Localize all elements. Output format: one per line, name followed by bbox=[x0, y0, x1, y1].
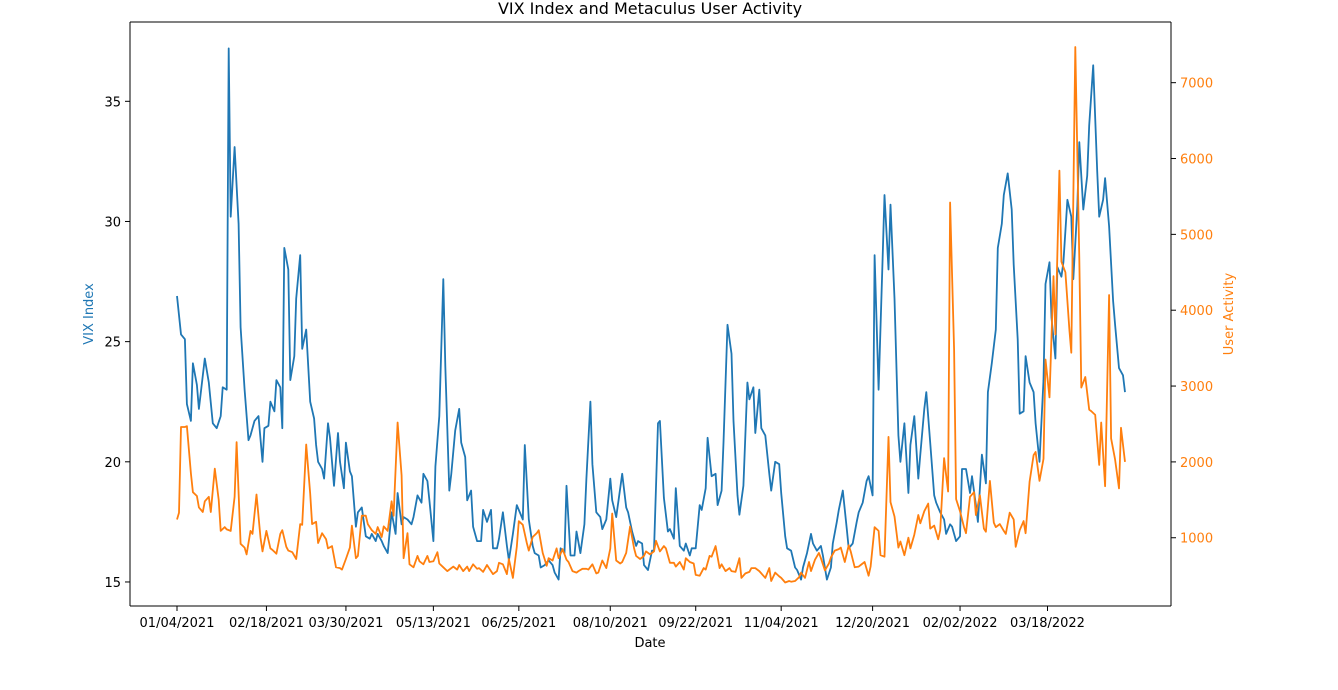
left-y-tick-label: 20 bbox=[104, 456, 121, 471]
right-y-tick-label: 4000 bbox=[1180, 304, 1213, 319]
x-tick-label: 11/04/2021 bbox=[744, 616, 819, 631]
x-tick-label: 08/10/2021 bbox=[573, 616, 648, 631]
right-y-axis: 1000 2000 3000 4000 5000 6000 7000 bbox=[1171, 77, 1213, 547]
x-tick-label: 05/13/2021 bbox=[396, 616, 471, 631]
right-y-tick-label: 5000 bbox=[1180, 228, 1213, 243]
left-y-tick-label: 35 bbox=[104, 95, 121, 110]
left-y-axis: 15 20 25 30 35 bbox=[104, 95, 130, 591]
x-tick-label: 12/20/2021 bbox=[835, 616, 910, 631]
chart-title: VIX Index and Metaculus User Activity bbox=[498, 0, 802, 18]
vix-series-line bbox=[176, 47, 1126, 581]
plot-frame bbox=[129, 21, 1172, 607]
x-tick-label: 06/25/2021 bbox=[481, 616, 556, 631]
plot-area bbox=[130, 22, 1171, 606]
right-y-tick-label: 3000 bbox=[1180, 380, 1213, 395]
user-activity-series-line bbox=[176, 46, 1126, 584]
x-tick-label: 09/22/2021 bbox=[658, 616, 733, 631]
left-y-axis-label: VIX Index bbox=[82, 283, 97, 345]
x-tick-label: 02/18/2021 bbox=[229, 616, 304, 631]
right-y-tick-label: 2000 bbox=[1180, 456, 1213, 471]
right-y-tick-label: 6000 bbox=[1180, 153, 1213, 168]
right-y-tick-label: 1000 bbox=[1180, 532, 1213, 547]
right-y-tick-label: 7000 bbox=[1180, 77, 1213, 92]
left-y-tick-label: 25 bbox=[104, 336, 121, 351]
left-y-tick-label: 30 bbox=[104, 215, 121, 230]
series-layer bbox=[176, 46, 1126, 584]
x-axis: 01/04/2021 02/18/2021 03/30/2021 05/13/2021… bbox=[140, 606, 1085, 631]
x-tick-label: 03/30/2021 bbox=[308, 616, 383, 631]
x-tick-label: 02/02/2022 bbox=[923, 616, 998, 631]
right-y-axis-label: User Activity bbox=[1222, 273, 1237, 356]
x-axis-label: Date bbox=[634, 636, 665, 651]
left-y-tick-label: 15 bbox=[104, 576, 121, 591]
x-tick-label: 01/04/2021 bbox=[140, 616, 215, 631]
x-tick-label: 03/18/2022 bbox=[1010, 616, 1085, 631]
